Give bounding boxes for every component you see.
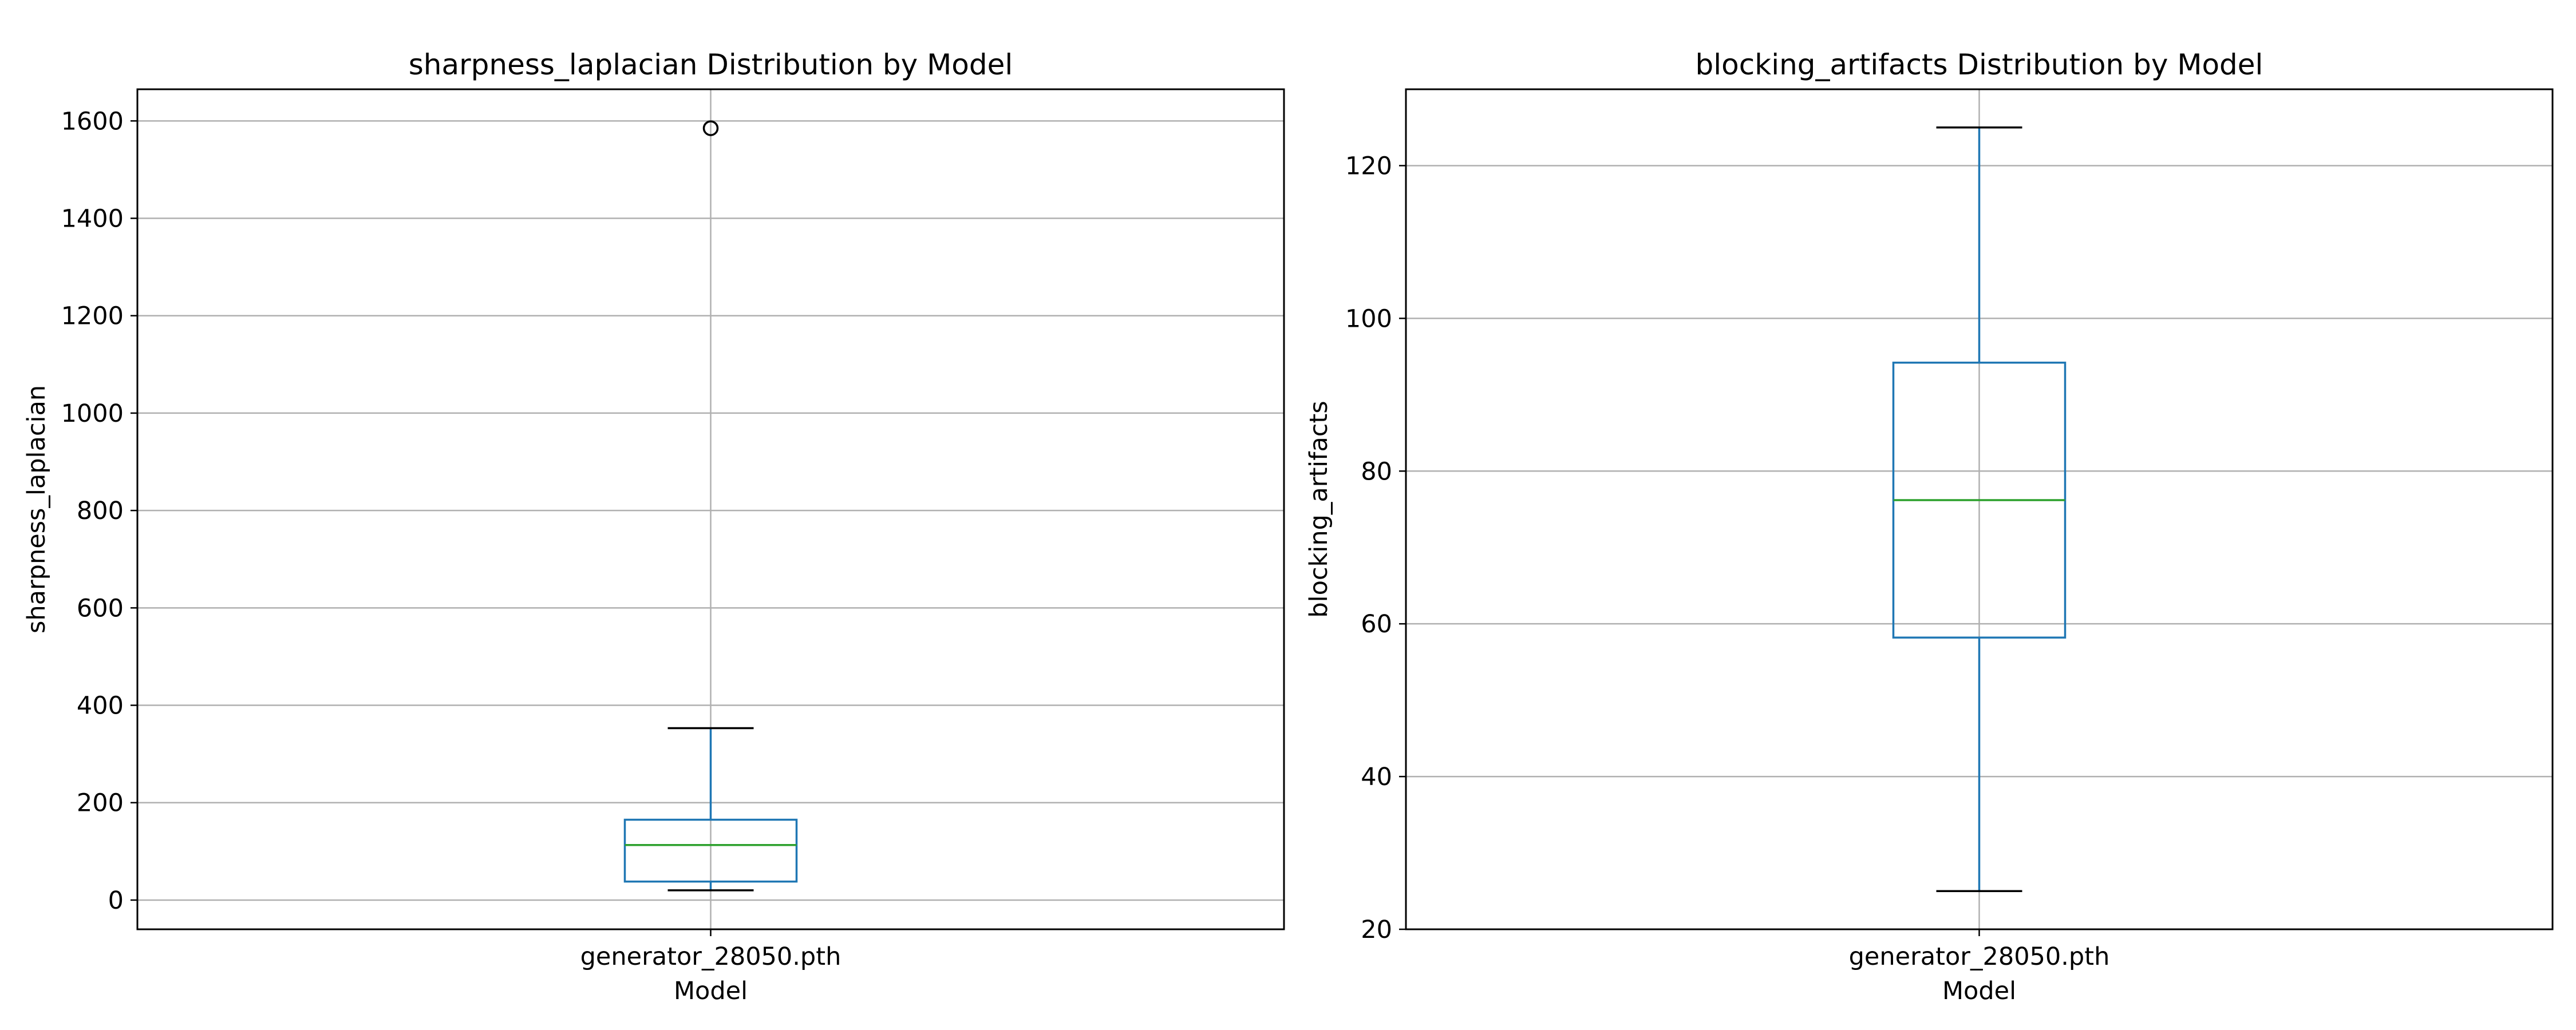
- y-tick-label: 80: [1361, 457, 1392, 486]
- y-tick-label: 800: [77, 497, 124, 525]
- y-tick-label: 20: [1361, 916, 1392, 944]
- y-tick-label: 40: [1361, 763, 1392, 791]
- marks-layer: [1892, 126, 2067, 893]
- iqr-box: [623, 818, 798, 883]
- y-tick-label: 200: [77, 789, 124, 818]
- y-tick-label: 1000: [61, 399, 124, 428]
- y-tick-label: 0: [108, 886, 124, 915]
- chart-panel-blocking: 20 40 60 80 100 120 generator_28050.pth blocki…: [1305, 48, 2554, 1005]
- y-tick-label: 1600: [61, 107, 124, 136]
- y-tick-label: 100: [1345, 304, 1392, 333]
- y-axis-label: blocking_artifacts: [1305, 401, 1333, 617]
- ticks-layer: 20 40 60 80 100 120 generator_28050.pth: [1345, 152, 2109, 971]
- y-tick-label: 60: [1361, 610, 1392, 639]
- x-tick-label: generator_28050.pth: [580, 942, 841, 971]
- chart-title: sharpness_laplacian Distribution by Mode…: [409, 48, 1013, 81]
- x-axis-label: Model: [674, 977, 748, 1005]
- outlier-point: [702, 120, 719, 136]
- y-tick-label: 120: [1345, 152, 1392, 180]
- x-tick-label: generator_28050.pth: [1849, 942, 2110, 971]
- y-axis-label: sharpness_laplacian: [22, 385, 51, 633]
- y-tick-label: 1400: [61, 205, 124, 233]
- x-axis-label: Model: [1942, 977, 2016, 1005]
- marks-layer: [623, 120, 798, 892]
- chart-panel-sharpness: 0 200 400 600 800 1000 1200 1400 1600 generator_2…: [22, 48, 1285, 1005]
- y-tick-label: 1200: [61, 302, 124, 331]
- y-tick-label: 600: [77, 594, 124, 623]
- ticks-layer: 0 200 400 600 800 1000 1200 1400 1600 generator_2…: [61, 107, 841, 971]
- chart-title: blocking_artifacts Distribution by Model: [1696, 48, 2263, 81]
- y-tick-label: 400: [77, 692, 124, 720]
